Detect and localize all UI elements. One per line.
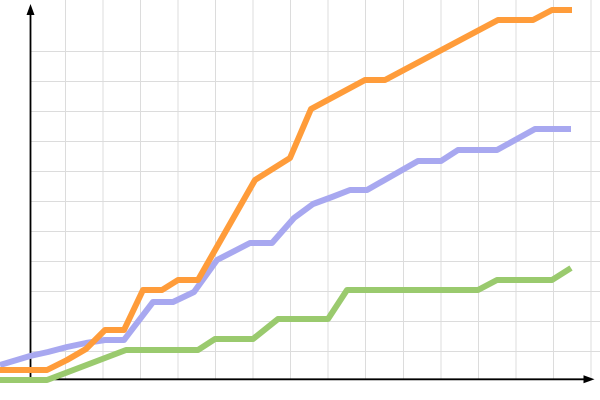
series-purple-line <box>0 126 571 368</box>
y-axis-arrow-icon <box>26 4 35 15</box>
series-orange-line <box>0 7 572 373</box>
series-green-line <box>0 265 573 383</box>
x-axis-arrow-icon <box>583 375 595 384</box>
